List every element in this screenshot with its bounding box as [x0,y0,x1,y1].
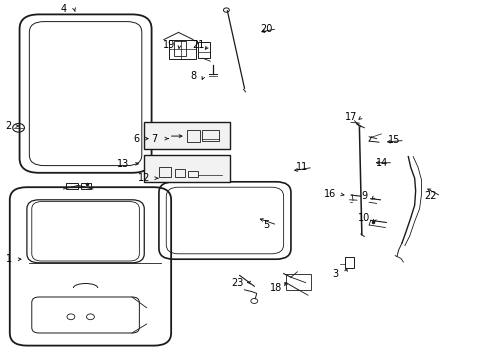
Text: 23: 23 [230,278,243,288]
Bar [66,183,78,189]
Text: 2: 2 [6,121,12,131]
Bar [173,41,185,56]
Text: 22: 22 [423,191,436,201]
Text: 11: 11 [295,162,308,172]
Text: 18: 18 [269,283,282,293]
Text: 13: 13 [117,159,129,169]
Bar [159,167,171,177]
Text: 1: 1 [6,254,12,264]
Bar [198,42,210,58]
Bar [168,40,195,59]
Text: 10: 10 [357,213,370,223]
Text: 14: 14 [375,158,388,168]
Bar [285,274,310,290]
Bar [144,122,229,149]
Text: 15: 15 [387,135,400,145]
Text: 6: 6 [133,134,139,144]
Text: 19: 19 [162,40,175,50]
Bar [81,183,91,189]
Text: 7: 7 [151,134,157,144]
Bar [187,130,199,142]
Text: 3: 3 [331,269,337,279]
Text: 16: 16 [323,189,336,199]
Text: 21: 21 [191,40,204,50]
Text: 17: 17 [344,112,357,122]
Bar [175,169,184,177]
Text: 20: 20 [260,24,272,34]
Text: 9: 9 [361,191,366,201]
Bar [345,257,353,268]
Text: 8: 8 [190,71,196,81]
Bar [144,155,229,182]
Bar [188,171,198,177]
Bar [202,130,219,141]
Text: 4: 4 [61,4,66,14]
Text: 5: 5 [263,220,269,230]
Text: 12: 12 [138,173,150,183]
